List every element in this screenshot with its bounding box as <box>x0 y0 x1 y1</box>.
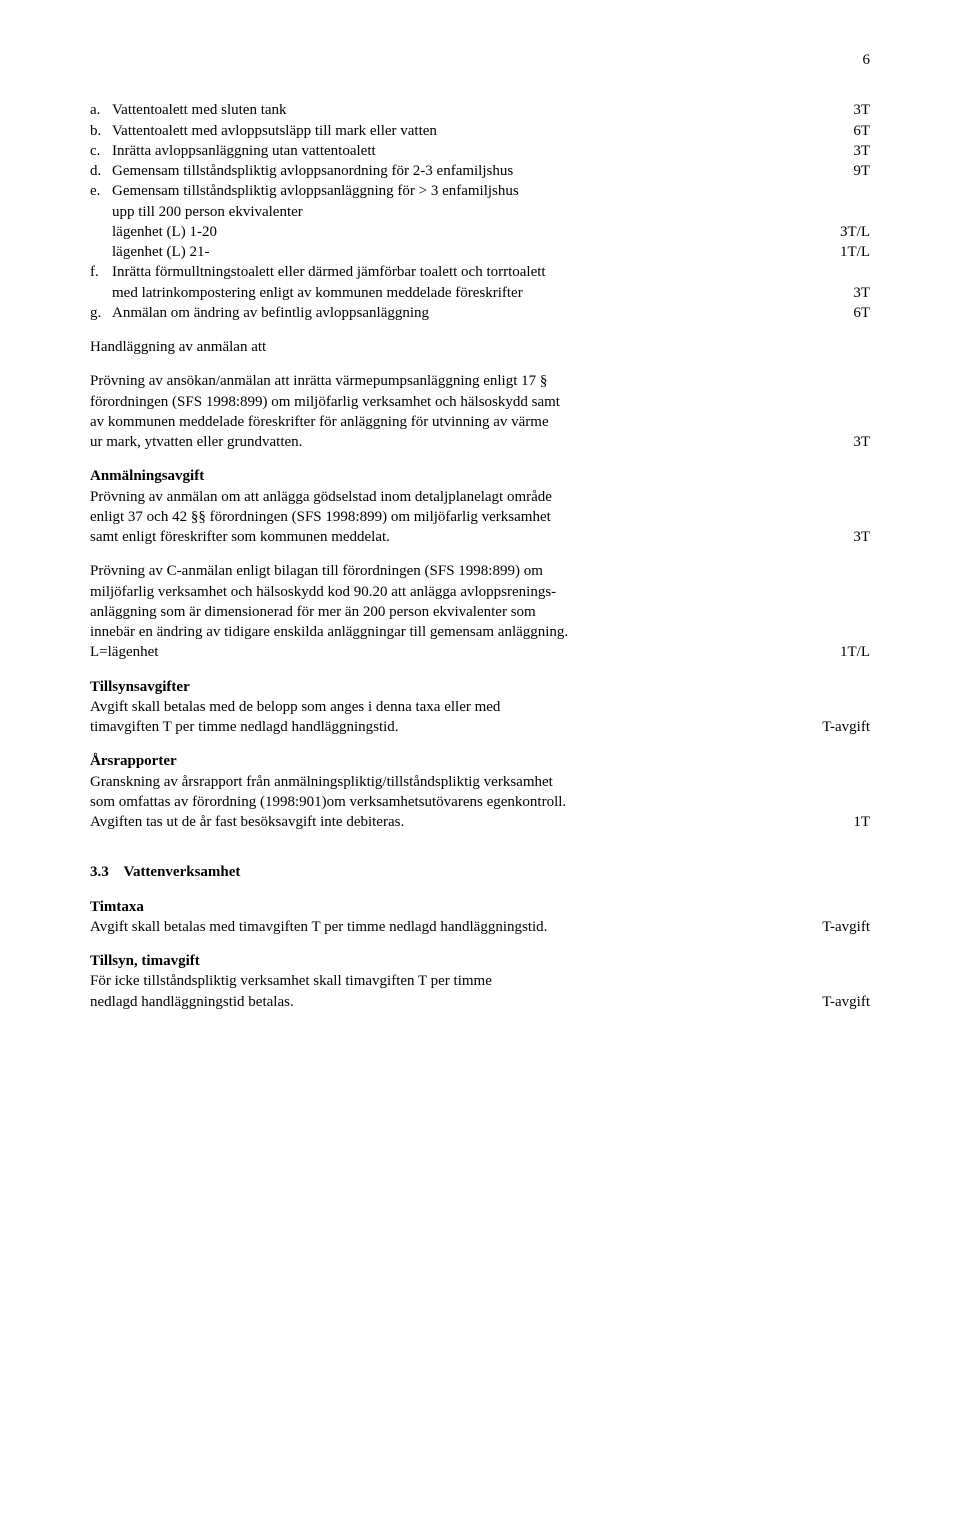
paragraph-line: ur mark, ytvatten eller grundvatten. <box>90 432 810 452</box>
item-text: Inrätta förmulltningstoalett eller därme… <box>112 262 870 282</box>
list-item: c. Inrätta avloppsanläggning utan vatten… <box>90 141 870 161</box>
item-value: T-avgift <box>810 992 870 1012</box>
item-value: 6T <box>810 121 870 141</box>
paragraph-line: Prövning av ansökan/anmälan att inrätta … <box>90 371 870 391</box>
paragraph-line: av kommunen meddelade föreskrifter för a… <box>90 412 870 432</box>
tillsynsavgifter-title: Tillsynsavgifter <box>90 677 870 697</box>
item-sublabel: lägenhet (L) 1-20 <box>90 222 810 242</box>
paragraph: Avgift skall betalas med timavgiften T p… <box>90 917 870 937</box>
paragraph-line: förordningen (SFS 1998:899) om miljöfarl… <box>90 392 870 412</box>
paragraph: Prövning av ansökan/anmälan att inrätta … <box>90 371 870 452</box>
paragraph-line: Avgiften tas ut de år fast besöksavgift … <box>90 812 810 832</box>
paragraph-line: Avgift skall betalas med de belopp som a… <box>90 697 870 717</box>
paragraph: För icke tillståndspliktig verksamhet sk… <box>90 971 870 1012</box>
list-item: g. Anmälan om ändring av befintlig avlop… <box>90 303 870 323</box>
item-marker: b. <box>90 121 112 141</box>
item-value: 3T <box>810 141 870 161</box>
item-value: 9T <box>810 161 870 181</box>
section-title: Vattenverksamhet <box>123 864 240 880</box>
item-text: med latrinkompostering enligt av kommune… <box>90 283 810 303</box>
item-text: Vattentoalett med sluten tank <box>112 100 790 120</box>
paragraph-line: miljöfarlig verksamhet och hälsoskydd ko… <box>90 582 870 602</box>
item-value: 3T <box>810 283 870 303</box>
section-number: 3.3 <box>90 864 109 880</box>
item-text: Gemensam tillståndspliktig avloppsanlägg… <box>112 181 870 201</box>
item-text: Inrätta avloppsanläggning utan vattentoa… <box>112 141 790 161</box>
list-item: f. Inrätta förmulltningstoalett eller dä… <box>90 262 870 303</box>
tillsyn-title: Tillsyn, timavgift <box>90 951 870 971</box>
list-item: e. Gemensam tillståndspliktig avloppsanl… <box>90 181 870 262</box>
list-item: b. Vattentoalett med avloppsutsläpp till… <box>90 121 870 141</box>
paragraph-line: samt enligt föreskrifter som kommunen me… <box>90 527 810 547</box>
paragraph: Prövning av anmälan om att anlägga gödse… <box>90 487 870 548</box>
item-marker: g. <box>90 303 112 323</box>
section-heading: 3.3 Vattenverksamhet <box>90 862 870 882</box>
paragraph-line: L=lägenhet <box>90 642 810 662</box>
arsrapporter-title: Årsrapporter <box>90 751 870 771</box>
paragraph-line: timavgiften T per timme nedlagd handlägg… <box>90 717 810 737</box>
item-value: 1T <box>810 812 870 832</box>
page-number: 6 <box>90 50 870 70</box>
item-sublabel: lägenhet (L) 21- <box>90 242 810 262</box>
item-value: 3T/L <box>810 222 870 242</box>
item-text: upp till 200 person ekvivalenter <box>90 202 870 222</box>
item-value: T-avgift <box>810 917 870 937</box>
item-marker: f. <box>90 262 112 282</box>
paragraph-line: enligt 37 och 42 §§ förordningen (SFS 19… <box>90 507 870 527</box>
item-value: 3T <box>810 100 870 120</box>
item-marker: e. <box>90 181 112 201</box>
item-value: 1T/L <box>810 642 870 662</box>
paragraph: Prövning av C-anmälan enligt bilagan til… <box>90 561 870 662</box>
paragraph: Avgift skall betalas med de belopp som a… <box>90 697 870 738</box>
item-marker: a. <box>90 100 112 120</box>
list-item: d. Gemensam tillståndspliktig avloppsano… <box>90 161 870 181</box>
paragraph-line: som omfattas av förordning (1998:901)om … <box>90 792 870 812</box>
paragraph-line: Prövning av anmälan om att anlägga gödse… <box>90 487 870 507</box>
item-text: Anmälan om ändring av befintlig avloppsa… <box>112 303 790 323</box>
paragraph-line: innebär en ändring av tidigare enskilda … <box>90 622 870 642</box>
handlaggning-title: Handläggning av anmälan att <box>90 337 870 357</box>
paragraph-line: Prövning av C-anmälan enligt bilagan til… <box>90 561 870 581</box>
paragraph-line: Granskning av årsrapport från anmälnings… <box>90 772 870 792</box>
item-value: T-avgift <box>810 717 870 737</box>
list-item: a. Vattentoalett med sluten tank 3T <box>90 100 870 120</box>
item-text: Gemensam tillståndspliktig avloppsanordn… <box>112 161 790 181</box>
item-text: Vattentoalett med avloppsutsläpp till ma… <box>112 121 790 141</box>
anmalningsavgift-title: Anmälningsavgift <box>90 466 870 486</box>
paragraph-line: Avgift skall betalas med timavgiften T p… <box>90 917 810 937</box>
item-marker: c. <box>90 141 112 161</box>
paragraph-line: nedlagd handläggningstid betalas. <box>90 992 810 1012</box>
timtaxa-title: Timtaxa <box>90 897 870 917</box>
item-value: 6T <box>810 303 870 323</box>
item-value: 3T <box>810 527 870 547</box>
item-value: 3T <box>810 432 870 452</box>
paragraph-line: anläggning som är dimensionerad för mer … <box>90 602 870 622</box>
item-marker: d. <box>90 161 112 181</box>
item-value: 1T/L <box>810 242 870 262</box>
paragraph: Granskning av årsrapport från anmälnings… <box>90 772 870 833</box>
paragraph-line: För icke tillståndspliktig verksamhet sk… <box>90 971 870 991</box>
